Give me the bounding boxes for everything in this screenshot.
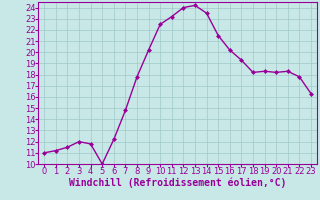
X-axis label: Windchill (Refroidissement éolien,°C): Windchill (Refroidissement éolien,°C) bbox=[69, 177, 286, 188]
